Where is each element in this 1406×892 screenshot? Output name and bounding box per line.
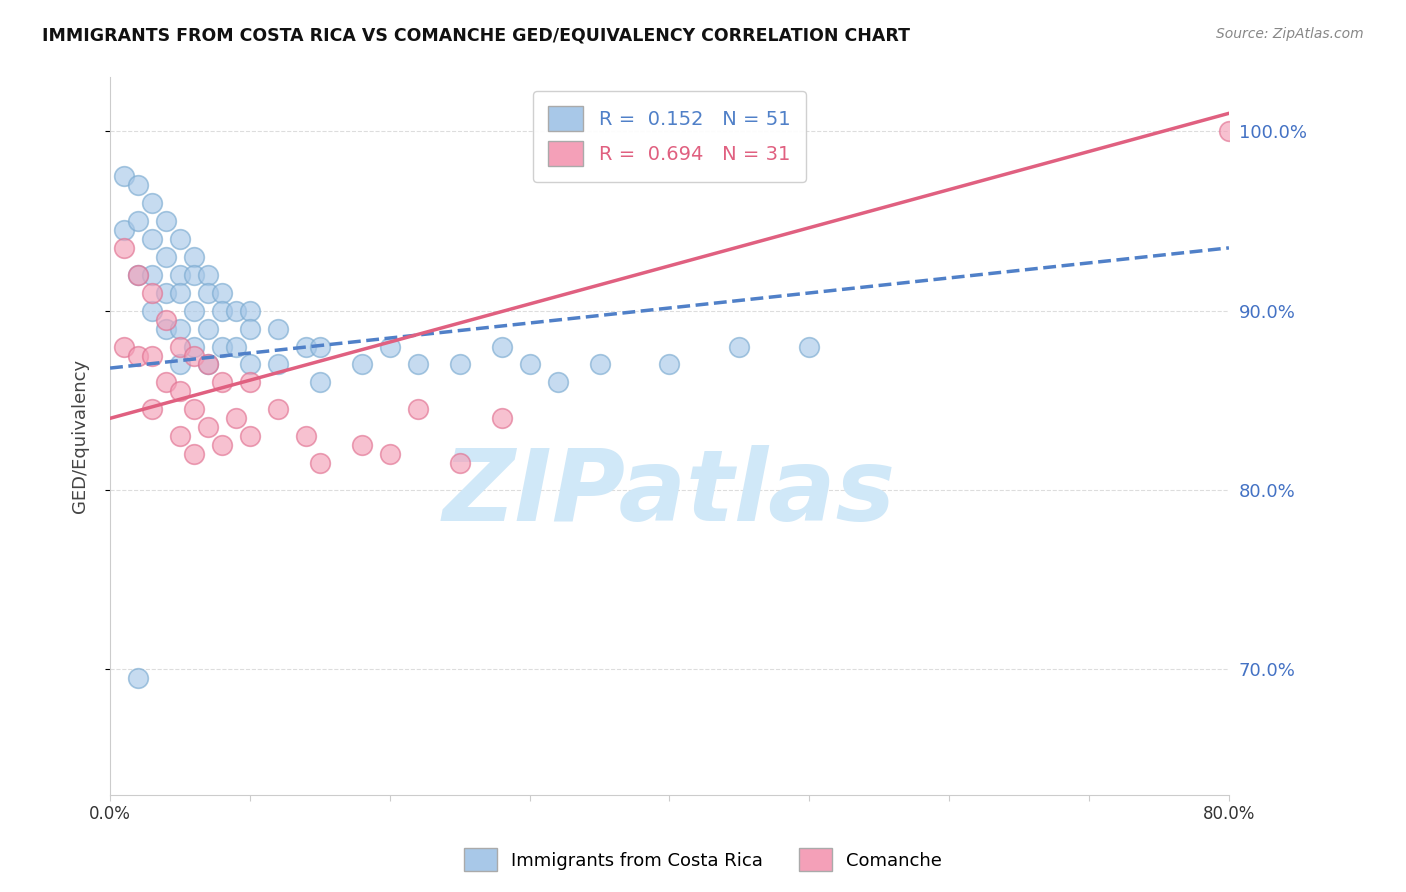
Point bbox=[183, 250, 205, 264]
Point bbox=[267, 358, 290, 372]
Point bbox=[169, 384, 191, 399]
Point bbox=[588, 358, 610, 372]
Point bbox=[169, 358, 191, 372]
Point bbox=[197, 268, 219, 282]
Point bbox=[169, 340, 191, 354]
Point bbox=[799, 340, 821, 354]
Point bbox=[127, 214, 149, 228]
Point bbox=[267, 402, 290, 417]
Point bbox=[155, 321, 177, 335]
Point bbox=[308, 376, 330, 390]
Point bbox=[141, 285, 163, 300]
Point bbox=[141, 349, 163, 363]
Point bbox=[350, 358, 373, 372]
Point bbox=[1218, 124, 1240, 138]
Point bbox=[141, 303, 163, 318]
Point bbox=[112, 340, 135, 354]
Point bbox=[728, 340, 751, 354]
Point bbox=[491, 411, 513, 425]
Point bbox=[350, 438, 373, 452]
Text: ZIPatlas: ZIPatlas bbox=[443, 445, 896, 542]
Point bbox=[141, 232, 163, 246]
Point bbox=[519, 358, 541, 372]
Point bbox=[141, 268, 163, 282]
Point bbox=[155, 214, 177, 228]
Point bbox=[295, 429, 318, 443]
Point bbox=[547, 376, 569, 390]
Point bbox=[127, 349, 149, 363]
Point bbox=[169, 268, 191, 282]
Point bbox=[197, 358, 219, 372]
Point bbox=[155, 376, 177, 390]
Point bbox=[225, 340, 247, 354]
Point bbox=[239, 429, 262, 443]
Point bbox=[225, 411, 247, 425]
Point bbox=[197, 420, 219, 434]
Point bbox=[378, 447, 401, 461]
Point bbox=[183, 340, 205, 354]
Point bbox=[197, 358, 219, 372]
Point bbox=[112, 169, 135, 183]
Legend: Immigrants from Costa Rica, Comanche: Immigrants from Costa Rica, Comanche bbox=[457, 841, 949, 879]
Point bbox=[155, 250, 177, 264]
Point bbox=[211, 376, 233, 390]
Point bbox=[378, 340, 401, 354]
Point bbox=[211, 285, 233, 300]
Point bbox=[406, 358, 429, 372]
Point bbox=[155, 312, 177, 326]
Point bbox=[183, 303, 205, 318]
Point bbox=[183, 349, 205, 363]
Point bbox=[127, 672, 149, 686]
Point bbox=[239, 376, 262, 390]
Y-axis label: GED/Equivalency: GED/Equivalency bbox=[72, 359, 89, 513]
Legend: R =  0.152   N = 51, R =  0.694   N = 31: R = 0.152 N = 51, R = 0.694 N = 31 bbox=[533, 91, 806, 182]
Point bbox=[183, 402, 205, 417]
Point bbox=[491, 340, 513, 354]
Point bbox=[449, 456, 471, 470]
Point bbox=[183, 447, 205, 461]
Point bbox=[211, 340, 233, 354]
Point bbox=[169, 321, 191, 335]
Point bbox=[308, 340, 330, 354]
Point bbox=[141, 196, 163, 211]
Text: Source: ZipAtlas.com: Source: ZipAtlas.com bbox=[1216, 27, 1364, 41]
Point bbox=[127, 178, 149, 192]
Point bbox=[169, 285, 191, 300]
Point bbox=[211, 438, 233, 452]
Point bbox=[239, 303, 262, 318]
Point bbox=[155, 285, 177, 300]
Point bbox=[225, 303, 247, 318]
Point bbox=[141, 402, 163, 417]
Point bbox=[197, 321, 219, 335]
Point bbox=[183, 268, 205, 282]
Point bbox=[239, 321, 262, 335]
Point bbox=[112, 241, 135, 255]
Point bbox=[169, 429, 191, 443]
Point bbox=[295, 340, 318, 354]
Point bbox=[308, 456, 330, 470]
Point bbox=[449, 358, 471, 372]
Point bbox=[239, 358, 262, 372]
Point bbox=[127, 268, 149, 282]
Point bbox=[658, 358, 681, 372]
Point bbox=[112, 223, 135, 237]
Text: IMMIGRANTS FROM COSTA RICA VS COMANCHE GED/EQUIVALENCY CORRELATION CHART: IMMIGRANTS FROM COSTA RICA VS COMANCHE G… bbox=[42, 27, 910, 45]
Point bbox=[406, 402, 429, 417]
Point bbox=[169, 232, 191, 246]
Point bbox=[197, 285, 219, 300]
Point bbox=[267, 321, 290, 335]
Point bbox=[127, 268, 149, 282]
Point bbox=[211, 303, 233, 318]
